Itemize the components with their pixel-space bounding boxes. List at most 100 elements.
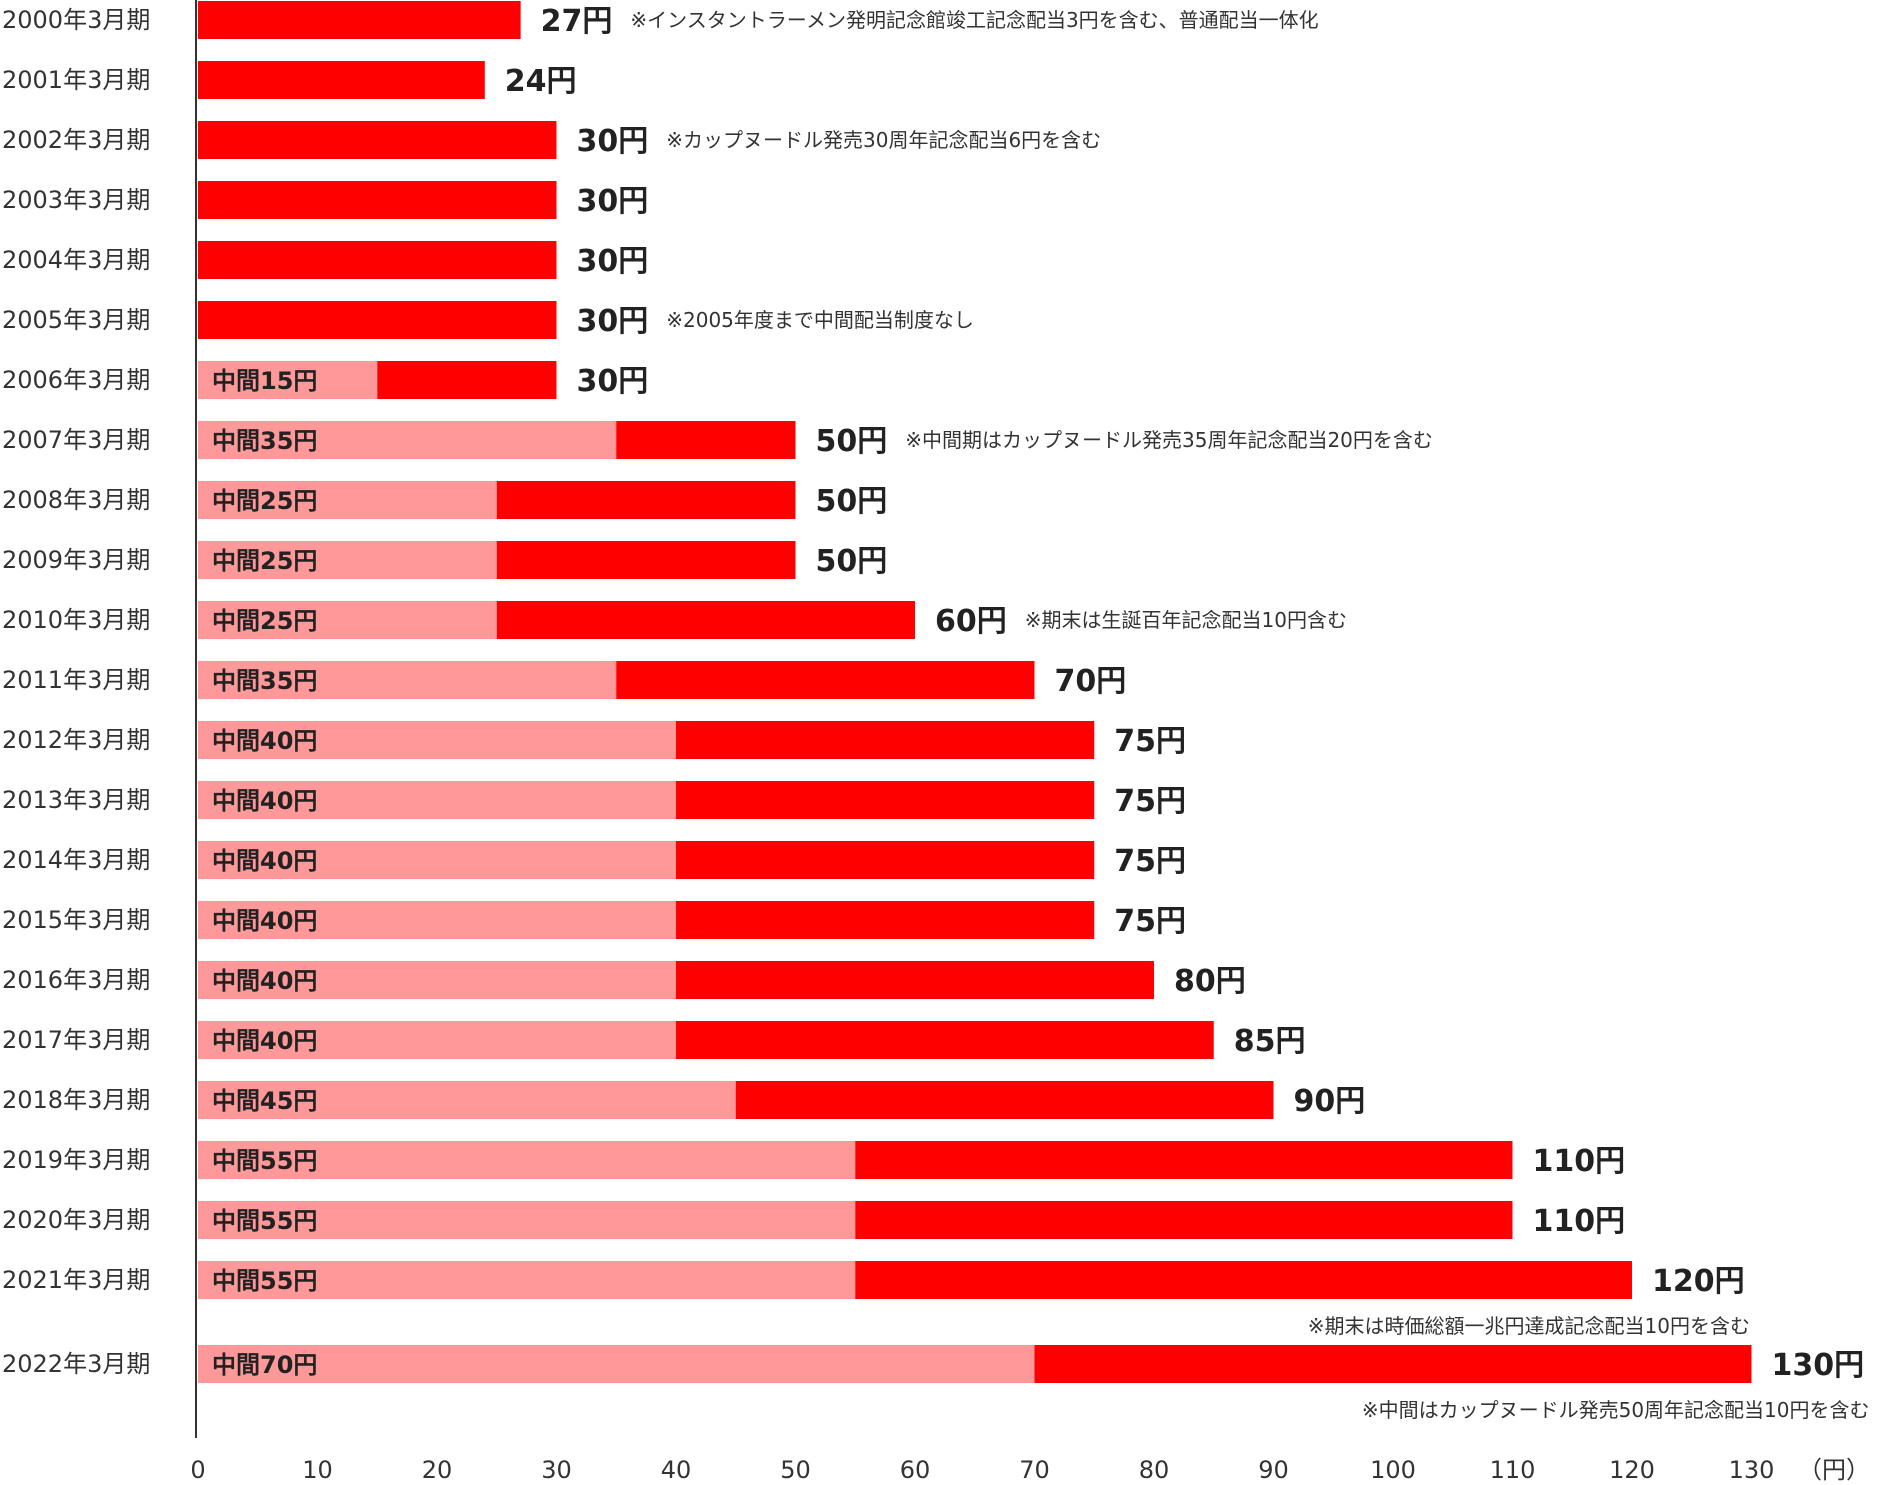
total-label: 120円 bbox=[1652, 1264, 1745, 1299]
year-end-bar bbox=[496, 541, 796, 579]
category-label: 2013年3月期 bbox=[2, 786, 150, 814]
interim-label: 中間35円 bbox=[212, 667, 317, 695]
interim-label: 中間40円 bbox=[212, 907, 317, 935]
interim-label: 中間70円 bbox=[212, 1351, 317, 1379]
year-end-bar bbox=[198, 61, 485, 99]
category-label: 2002年3月期 bbox=[2, 126, 150, 154]
year-end-bar bbox=[855, 1261, 1632, 1299]
total-label: 50円 bbox=[816, 544, 888, 579]
year-end-bar bbox=[855, 1201, 1513, 1239]
total-label: 30円 bbox=[577, 184, 649, 219]
annotation-note: ※中間はカップヌードル発売50周年記念配当10円を含む bbox=[1362, 1398, 1870, 1422]
interim-bar bbox=[198, 841, 676, 879]
category-label: 2001年3月期 bbox=[2, 66, 150, 94]
category-label: 2017年3月期 bbox=[2, 1026, 150, 1054]
year-end-bar bbox=[676, 961, 1154, 999]
category-label: 2018年3月期 bbox=[2, 1086, 150, 1114]
x-tick-label: 60 bbox=[900, 1456, 931, 1484]
category-label: 2019年3月期 bbox=[2, 1146, 150, 1174]
year-end-bar bbox=[676, 781, 1095, 819]
total-label: 60円 bbox=[935, 604, 1007, 639]
category-label: 2009年3月期 bbox=[2, 546, 150, 574]
total-label: 85円 bbox=[1234, 1024, 1306, 1059]
x-tick-label: 40 bbox=[661, 1456, 692, 1484]
total-label: 50円 bbox=[816, 424, 888, 459]
x-tick-label: 110 bbox=[1490, 1456, 1536, 1484]
year-end-bar bbox=[676, 721, 1095, 759]
year-end-bar bbox=[616, 421, 796, 459]
interim-bar bbox=[198, 421, 617, 459]
category-label: 2016年3月期 bbox=[2, 966, 150, 994]
interim-label: 中間40円 bbox=[212, 847, 317, 875]
category-label: 2004年3月期 bbox=[2, 246, 150, 274]
x-tick-label: 80 bbox=[1139, 1456, 1170, 1484]
interim-bar bbox=[198, 541, 497, 579]
category-label: 2008年3月期 bbox=[2, 486, 150, 514]
annotation-note: ※中間期はカップヌードル発売35周年記念配当20円を含む bbox=[905, 428, 1433, 452]
total-label: 30円 bbox=[577, 244, 649, 279]
total-label: 75円 bbox=[1114, 904, 1186, 939]
year-end-bar bbox=[377, 361, 557, 399]
total-label: 90円 bbox=[1294, 1084, 1366, 1119]
category-label: 2005年3月期 bbox=[2, 306, 150, 334]
total-label: 130円 bbox=[1772, 1348, 1865, 1383]
interim-bar bbox=[198, 1081, 736, 1119]
year-end-bar bbox=[1034, 1345, 1752, 1383]
interim-bar bbox=[198, 961, 676, 999]
year-end-bar bbox=[855, 1141, 1513, 1179]
interim-label: 中間25円 bbox=[212, 547, 317, 575]
x-tick-label: 90 bbox=[1258, 1456, 1289, 1484]
x-tick-label: 130 bbox=[1729, 1456, 1775, 1484]
year-end-bar bbox=[676, 841, 1095, 879]
category-label: 2012年3月期 bbox=[2, 726, 150, 754]
total-label: 30円 bbox=[577, 304, 649, 339]
category-label: 2015年3月期 bbox=[2, 906, 150, 934]
x-axis-ticks: 0 10 20 30 40 50 60 70 80 90 100 110 120 130 （円） bbox=[190, 1456, 1870, 1484]
interim-bar bbox=[198, 601, 497, 639]
x-tick-label: 20 bbox=[422, 1456, 453, 1484]
interim-label: 中間40円 bbox=[212, 967, 317, 995]
interim-bar bbox=[198, 721, 676, 759]
interim-label: 中間40円 bbox=[212, 1027, 317, 1055]
category-label: 2000年3月期 bbox=[2, 6, 150, 34]
annotation-note: ※期末は時価総額一兆円達成記念配当10円を含む bbox=[1308, 1314, 1750, 1338]
year-end-bar bbox=[676, 901, 1095, 939]
interim-label: 中間25円 bbox=[212, 607, 317, 635]
category-label: 2006年3月期 bbox=[2, 366, 150, 394]
x-tick-label: 70 bbox=[1019, 1456, 1050, 1484]
x-tick-label: 10 bbox=[302, 1456, 333, 1484]
interim-bar bbox=[198, 1201, 856, 1239]
category-label: 2010年3月期 bbox=[2, 606, 150, 634]
category-label: 2003年3月期 bbox=[2, 186, 150, 214]
total-label: 75円 bbox=[1114, 784, 1186, 819]
x-tick-label: 0 bbox=[190, 1456, 205, 1484]
interim-bar bbox=[198, 901, 676, 939]
total-label: 50円 bbox=[816, 484, 888, 519]
interim-label: 中間25円 bbox=[212, 487, 317, 515]
interim-bar bbox=[198, 361, 378, 399]
year-end-bar bbox=[198, 241, 557, 279]
interim-bar bbox=[198, 781, 676, 819]
interim-label: 中間15円 bbox=[212, 367, 317, 395]
year-end-bar bbox=[198, 181, 557, 219]
total-label: 24円 bbox=[505, 64, 577, 99]
year-end-bar bbox=[616, 661, 1035, 699]
x-tick-label: 30 bbox=[541, 1456, 572, 1484]
total-label: 110円 bbox=[1533, 1204, 1626, 1239]
annotation-note: ※2005年度まで中間配当制度なし bbox=[666, 308, 974, 332]
interim-bar bbox=[198, 1021, 676, 1059]
interim-label: 中間45円 bbox=[212, 1087, 317, 1115]
total-label: 27円 bbox=[541, 4, 613, 39]
category-label: 2014年3月期 bbox=[2, 846, 150, 874]
interim-bar bbox=[198, 661, 617, 699]
interim-bar bbox=[198, 481, 497, 519]
category-label: 2021年3月期 bbox=[2, 1266, 150, 1294]
interim-label: 中間55円 bbox=[212, 1207, 317, 1235]
x-tick-label: 100 bbox=[1370, 1456, 1416, 1484]
category-label: 2007年3月期 bbox=[2, 426, 150, 454]
annotation-note: ※インスタントラーメン発明記念館竣工記念配当3円を含む、普通配当一体化 bbox=[630, 8, 1318, 32]
total-label: 80円 bbox=[1174, 964, 1246, 999]
year-end-bar bbox=[198, 121, 557, 159]
interim-label: 中間55円 bbox=[212, 1267, 317, 1295]
